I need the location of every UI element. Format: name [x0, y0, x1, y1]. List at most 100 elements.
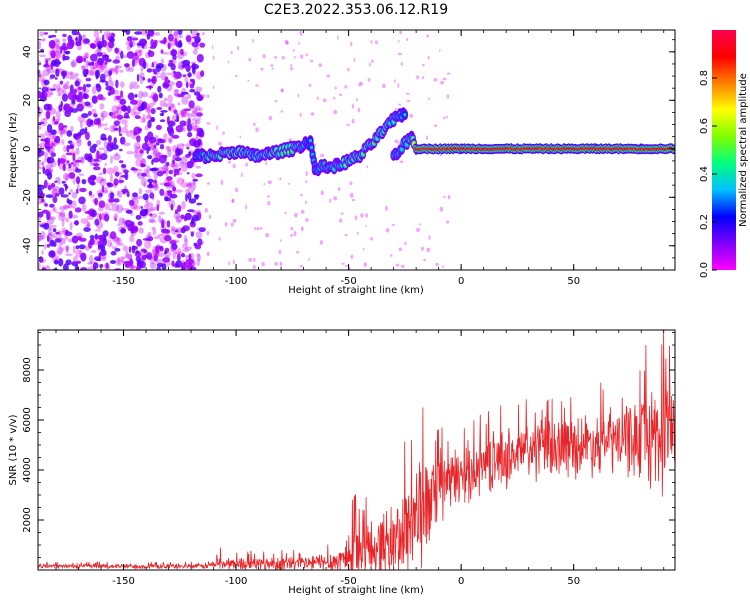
noise-cell: [62, 53, 66, 62]
noise-cell: [99, 250, 107, 260]
noise-cell: [110, 115, 118, 119]
noise-cell: [125, 63, 130, 72]
noise-cell: [128, 199, 135, 206]
noise-cell: [51, 59, 58, 67]
noise-cell: [120, 256, 127, 259]
noise-cell: [188, 181, 195, 187]
noise-cell: [152, 245, 159, 255]
noise-cell: [129, 234, 135, 243]
noise-cell: [150, 108, 156, 115]
noise-cell: [173, 109, 178, 115]
noise-cell: [152, 147, 159, 152]
spectrogram-cells: [38, 30, 675, 270]
noise-cell: [404, 241, 407, 246]
noise-cell: [179, 260, 186, 269]
noise-cell: [165, 190, 174, 194]
noise-cell: [186, 182, 193, 187]
noise-cell: [81, 35, 85, 44]
noise-cell: [340, 212, 344, 215]
noise-cell: [156, 262, 164, 268]
noise-cell: [171, 73, 175, 78]
noise-cell: [38, 184, 46, 190]
noise-cell: [132, 204, 141, 211]
noise-cell: [89, 119, 94, 125]
noise-cell: [174, 157, 182, 162]
noise-cell: [78, 101, 86, 109]
noise-cell: [349, 192, 354, 198]
noise-cell: [177, 93, 185, 98]
noise-cell: [338, 93, 343, 96]
noise-cell: [123, 260, 131, 266]
noise-cell: [310, 59, 314, 63]
noise-cell: [192, 178, 199, 182]
noise-cell: [137, 221, 143, 226]
noise-cell: [197, 127, 200, 133]
noise-cell: [177, 204, 182, 213]
noise-cell: [176, 233, 182, 239]
noise-cell: [67, 173, 75, 180]
noise-cell: [395, 107, 397, 111]
noise-cell: [183, 234, 188, 243]
noise-cell: [159, 219, 167, 225]
noise-cell: [180, 182, 189, 188]
noise-cell: [140, 157, 146, 165]
noise-cell: [126, 36, 133, 42]
noise-cell: [63, 145, 67, 153]
noise-cell: [169, 193, 178, 199]
noise-cell: [150, 140, 156, 150]
noise-cell: [75, 167, 79, 171]
noise-cell: [166, 72, 173, 76]
noise-cell: [253, 257, 256, 262]
noise-cell: [93, 166, 101, 171]
noise-cell: [184, 77, 189, 82]
noise-cell: [187, 72, 192, 78]
noise-cell: [212, 85, 215, 90]
noise-cell: [125, 250, 129, 258]
noise-cell: [357, 107, 361, 113]
noise-cell: [170, 225, 175, 232]
noise-cell: [173, 211, 181, 220]
colorbar-tick-label: 0.2: [699, 214, 710, 230]
noise-cell: [95, 36, 102, 41]
noise-cell: [50, 88, 56, 91]
noise-cell: [44, 168, 51, 176]
noise-cell: [42, 166, 46, 175]
noise-cell: [135, 214, 142, 220]
noise-cell: [58, 205, 66, 211]
noise-cell: [92, 62, 99, 69]
noise-cell: [279, 261, 283, 267]
noise-cell: [134, 94, 138, 98]
noise-cell: [138, 227, 144, 234]
noise-cell: [191, 67, 196, 74]
noise-cell: [75, 41, 82, 47]
noise-cell: [192, 182, 197, 190]
colorbar-tick-label: 0.8: [699, 70, 710, 86]
noise-cell: [182, 126, 186, 132]
noise-cell: [40, 38, 45, 42]
noise-cell: [83, 38, 90, 44]
noise-cell: [68, 163, 72, 169]
noise-cell: [139, 251, 147, 259]
noise-cell: [164, 196, 169, 202]
noise-cell: [195, 231, 203, 239]
noise-cell: [40, 118, 47, 127]
noise-cell: [83, 83, 86, 93]
noise-cell: [76, 103, 84, 112]
noise-cell: [416, 227, 420, 233]
noise-cell: [129, 129, 135, 133]
noise-cell: [117, 256, 121, 265]
noise-cell: [75, 245, 80, 250]
noise-cell: [171, 57, 177, 65]
noise-cell: [87, 176, 95, 185]
noise-cell: [108, 111, 114, 117]
noise-cell: [248, 57, 252, 62]
noise-cell: [73, 150, 76, 157]
noise-cell: [49, 74, 56, 79]
noise-cell: [194, 244, 202, 250]
noise-cell: [370, 39, 373, 44]
noise-cell: [91, 86, 97, 95]
noise-cell: [166, 190, 172, 193]
noise-cell: [46, 235, 50, 243]
snr-y-label: SNR (10 * v/v): [8, 414, 19, 485]
noise-cell: [98, 206, 102, 212]
